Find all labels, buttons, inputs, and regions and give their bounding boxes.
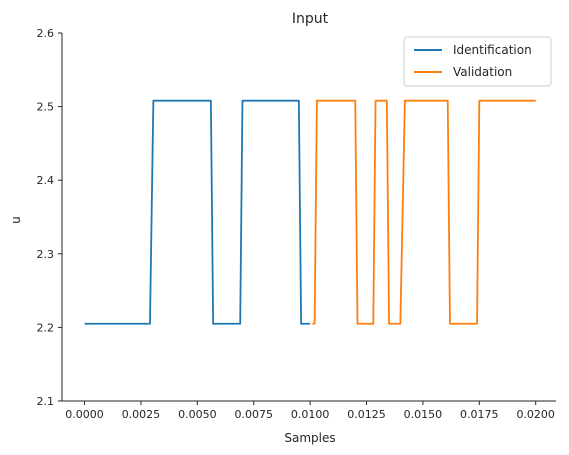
plot-area: 0.0000 0.0025 0.0050 0.0075 0.0100 0.0125 0.01…: [37, 27, 556, 421]
series-line-validation: [312, 99, 536, 325]
y-tick-label: 2.5: [37, 101, 55, 114]
x-tick-label: 0.0175: [460, 408, 499, 421]
x-axis-label: Samples: [284, 431, 335, 445]
y-tick-label: 2.2: [37, 321, 55, 334]
y-tick-label: 2.6: [37, 27, 55, 40]
x-tick-label: 0.0200: [516, 408, 555, 421]
x-tick-label: 0.0050: [178, 408, 217, 421]
x-tick-label: 0.0000: [65, 408, 104, 421]
series-lines: [84, 99, 536, 325]
x-tick-label: 0.0125: [347, 408, 386, 421]
legend-label-identification: Identification: [453, 43, 532, 57]
x-ticks: 0.0000 0.0025 0.0050 0.0075 0.0100 0.0125 0.01…: [65, 401, 555, 421]
y-axis-label: u: [9, 216, 23, 224]
x-tick-label: 0.0025: [122, 408, 161, 421]
x-tick-label: 0.0075: [234, 408, 273, 421]
series-line-identification: [84, 99, 311, 325]
x-tick-label: 0.0100: [291, 408, 330, 421]
y-tick-label: 2.1: [37, 395, 55, 408]
legend-label-validation: Validation: [453, 65, 512, 79]
y-tick-label: 2.4: [37, 174, 55, 187]
y-ticks: 2.1 2.2 2.3 2.4 2.5 2.6: [37, 27, 62, 408]
x-tick-label: 0.0150: [404, 408, 443, 421]
chart-title: Input: [292, 11, 329, 27]
legend: Identification Validation: [403, 36, 552, 87]
y-tick-label: 2.3: [37, 248, 55, 261]
